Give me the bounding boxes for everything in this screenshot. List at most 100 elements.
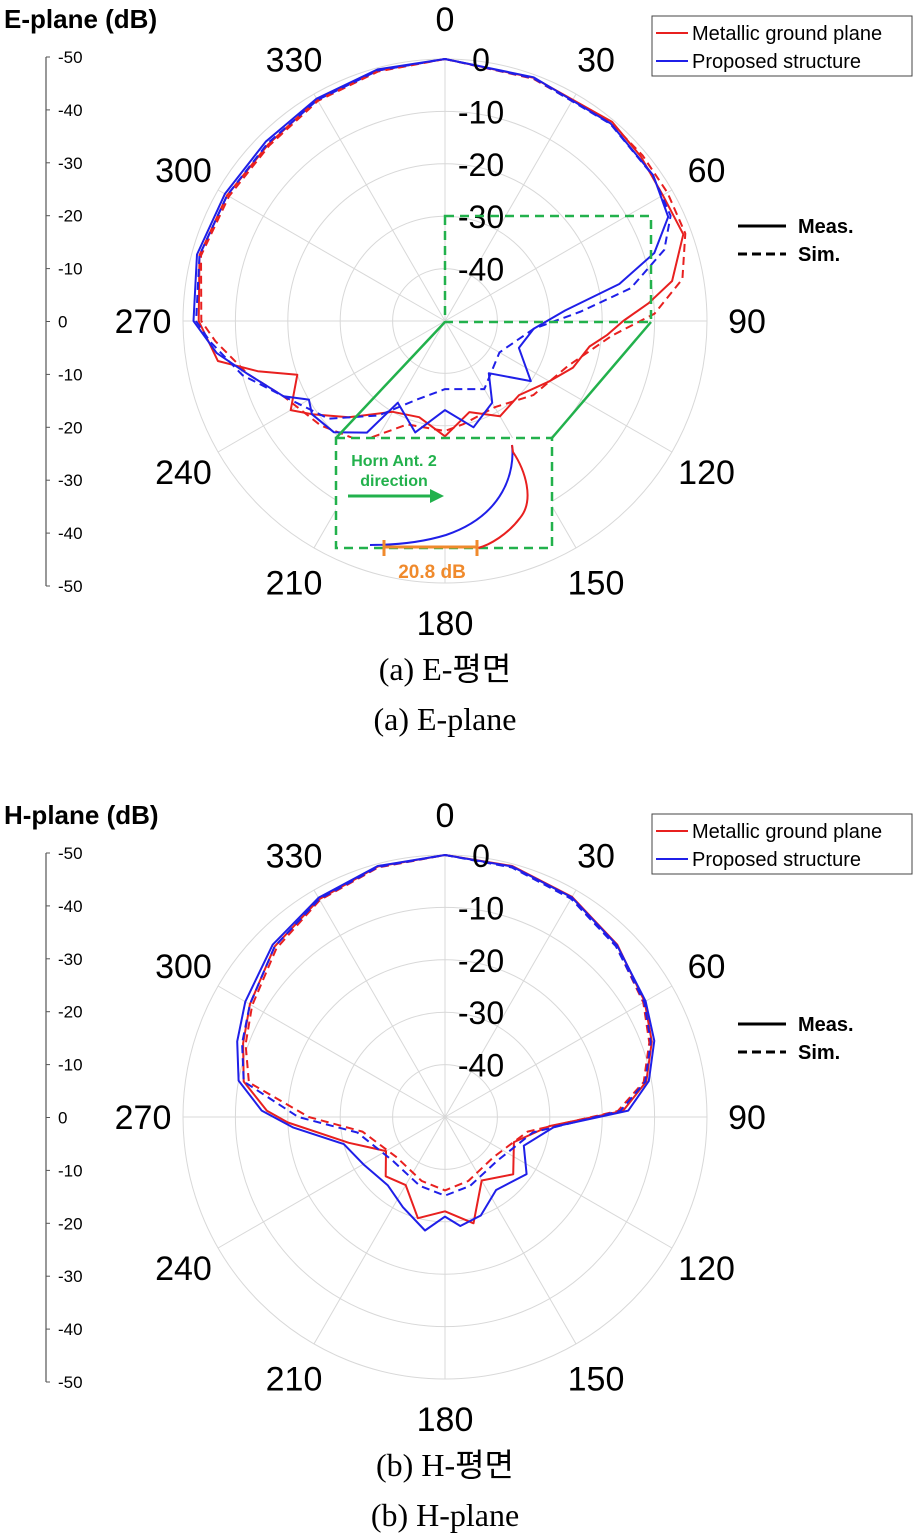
angle-label: 330 [266,837,323,875]
scale-tick-label: -40 [58,524,83,543]
grid-spoke [444,320,673,453]
grid-spoke [444,889,577,1118]
e-plane-legend: Metallic ground plane Proposed structure [651,15,913,77]
e-plane-panel: E-plane (dB) -50 -40 -30 -20 -10 0 -10 -20 -30 -4… [4,1,913,737]
angle-label: 120 [678,454,735,492]
pattern-line-simulated [244,854,651,1192]
scale-tick-label: 0 [58,1109,67,1128]
grid-spoke [313,93,446,322]
scale-tick-label: -30 [58,471,83,490]
angle-label: 330 [266,41,323,79]
angle-label: 30 [577,41,615,79]
scale-tick-label: -50 [58,1373,83,1392]
angle-label: 60 [688,152,726,190]
h-plane-line-style-legend: Meas. Sim. [738,1014,854,1064]
scale-tick-label: -20 [58,1003,83,1022]
angle-label: 240 [155,1250,212,1288]
angle-label: 240 [155,454,212,492]
h-plane-pattern-lines [236,854,656,1232]
scale-tick-label: -40 [58,1320,83,1339]
line-style-label: Sim. [798,244,840,266]
ring-label: -30 [458,995,504,1031]
grid-spoke [217,1116,446,1249]
angle-label: 90 [728,1099,766,1137]
angle-label: 270 [115,1099,172,1137]
scale-tick-label: -10 [58,365,83,384]
scale-tick-label: -30 [58,950,83,969]
line-style-label: Meas. [798,1014,854,1036]
grid-spoke [444,985,673,1118]
e-plane-scale-axis: -50 -40 -30 -20 -10 0 -10 -20 -30 -40 -50 [45,48,83,596]
legend-label: Metallic ground plane [692,821,882,843]
scale-tick-label: -20 [58,418,83,437]
h-plane-caption-english: (b) H-plane [371,1497,519,1533]
scale-tick-label: -30 [58,1267,83,1286]
pattern-line-simulated [195,58,672,420]
legend-label: Metallic ground plane [692,23,882,45]
pattern-line-measured [236,854,656,1232]
e-plane-title: E-plane (dB) [4,4,157,34]
angle-label: 270 [115,303,172,341]
zoom-connector-left [335,321,446,439]
angle-label: 210 [266,565,323,603]
angle-label: 30 [577,837,615,875]
line-style-label: Sim. [798,1042,840,1064]
legend-box [651,15,913,77]
e-plane-ring-labels: 0-10-20-30-40 [458,42,504,288]
scale-tick-label: -40 [58,101,83,120]
h-plane-angle-labels: 0 30 60 90 120 150 180 210 240 270 300 330 [115,797,766,1439]
grid-spoke [313,1116,446,1345]
grid-spoke [444,1116,577,1345]
e-plane-caption-korean: (a) E-평면 [379,651,512,687]
zoom-source-box [443,214,653,324]
angle-label: 0 [436,797,455,835]
angle-label: 180 [417,605,474,643]
ring-label: -20 [458,147,504,183]
h-plane-scale-axis: -50 -40 -30 -20 -10 0 -10 -20 -30 -40 -50 [45,844,83,1392]
scale-tick-label: -50 [58,577,83,596]
grid-spoke [217,985,446,1118]
horn-antenna-label-2: direction [360,473,428,490]
scale-tick-label: -50 [58,48,83,67]
ring-label: -40 [458,1048,504,1084]
pattern-line-simulated [241,854,652,1197]
grid-spoke [217,189,446,322]
h-plane-legend: Metallic ground plane Proposed structure [651,813,913,875]
ring-label: -40 [458,252,504,288]
pattern-line-measured [242,854,653,1225]
scale-tick-label: -10 [58,1056,83,1075]
grid-spoke [444,320,577,549]
horn-direction-arrowhead [430,489,444,503]
ring-label: 0 [472,838,490,874]
zoom-proposed-curve [369,444,514,546]
legend-label: Proposed structure [692,849,861,871]
ring-label: 0 [472,42,490,78]
grid-spoke [444,189,673,322]
scale-tick-label: -10 [58,260,83,279]
difference-label: 20.8 dB [398,562,466,583]
e-plane-caption-english: (a) E-plane [373,701,516,737]
scale-tick-label: -40 [58,897,83,916]
grid-spoke [217,320,446,453]
zoom-metallic-curve [477,444,529,549]
h-plane-polar-grid [182,854,708,1380]
angle-label: 150 [568,1361,625,1399]
e-plane-line-style-legend: Meas. Sim. [738,216,854,266]
angle-label: 120 [678,1250,735,1288]
pattern-line-measured [197,58,685,438]
zoom-connector-right [551,321,652,439]
line-style-label: Meas. [798,216,854,238]
grid-spoke [444,93,577,322]
angle-label: 0 [436,1,455,39]
grid-spoke [313,320,446,549]
grid-spoke [444,1116,673,1249]
angle-label: 300 [155,948,212,986]
pattern-line-simulated [200,58,687,443]
angle-label: 60 [688,948,726,986]
h-plane-caption-korean: (b) H-평면 [376,1447,514,1483]
angle-label: 300 [155,152,212,190]
ring-label: -10 [458,890,504,926]
grid-spoke [313,889,446,1118]
angle-label: 180 [417,1401,474,1439]
